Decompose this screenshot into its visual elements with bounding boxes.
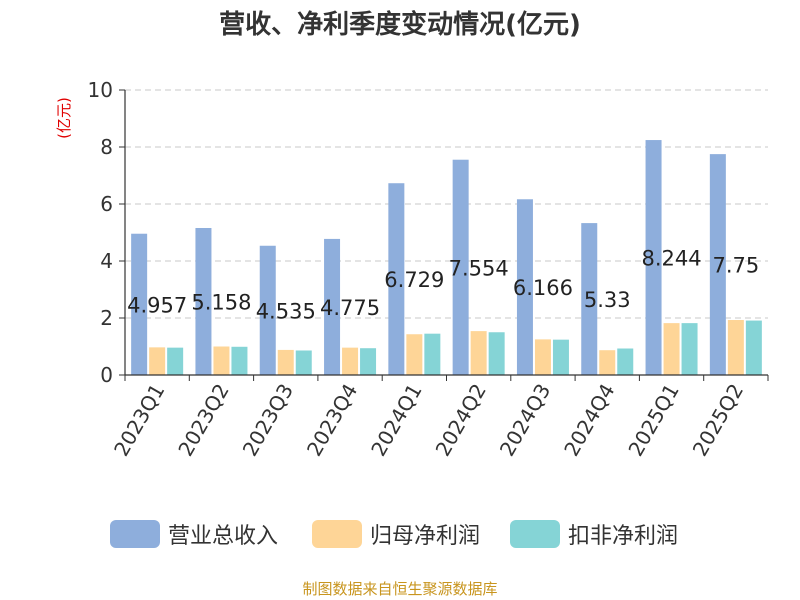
legend-swatch <box>110 520 160 548</box>
x-tick-label: 2023Q1 <box>109 380 169 461</box>
bar-parent-net-profit <box>599 350 616 375</box>
legend-label: 扣非净利润 <box>568 524 678 549</box>
y-tick-label: 2 <box>100 306 113 330</box>
bar-revenue <box>581 223 598 375</box>
legend-label: 归母净利润 <box>370 524 480 549</box>
x-tick-label: 2024Q3 <box>495 380 555 461</box>
x-tick-label: 2025Q2 <box>688 380 748 461</box>
bar-parent-net-profit <box>534 339 551 375</box>
data-label: 4.957 <box>127 293 187 317</box>
bar-revenue <box>452 159 469 375</box>
bar-revenue <box>131 233 148 375</box>
bar-deducted-net-profit <box>360 348 377 375</box>
data-label: 6.166 <box>513 276 573 300</box>
bar-deducted-net-profit <box>167 347 184 375</box>
legend: 营业总收入 归母净利润 扣非净利润 <box>110 520 678 549</box>
data-label: 5.158 <box>191 290 251 314</box>
legend-label: 营业总收入 <box>168 524 278 549</box>
bar-deducted-net-profit <box>424 333 441 375</box>
bar-parent-net-profit <box>727 319 744 375</box>
y-tick-label: 6 <box>100 192 113 216</box>
data-label: 7.75 <box>712 254 759 278</box>
bar-deducted-net-profit <box>552 339 569 375</box>
bar-revenue <box>195 227 212 375</box>
bar-parent-net-profit <box>149 347 166 375</box>
bar-revenue <box>709 154 726 375</box>
bar-deducted-net-profit <box>295 350 312 375</box>
x-tick-label: 2024Q4 <box>559 380 619 461</box>
data-label: 7.554 <box>449 256 509 280</box>
data-label: 5.33 <box>584 288 631 312</box>
bar-deducted-net-profit <box>231 346 248 375</box>
chart-title: 营收、净利季度变动情况(亿元) <box>219 9 581 40</box>
bar-revenue <box>388 183 405 375</box>
x-tick-label: 2024Q1 <box>366 380 426 461</box>
bar-parent-net-profit <box>663 323 680 375</box>
y-tick-label: 4 <box>100 249 113 273</box>
bar-deducted-net-profit <box>745 320 762 375</box>
source-note: 制图数据来自恒生聚源数据库 <box>302 580 497 598</box>
gridlines <box>125 89 768 319</box>
bar-parent-net-profit <box>406 334 423 375</box>
bar-revenue <box>259 245 276 375</box>
bar-deducted-net-profit <box>617 348 634 375</box>
x-tick-label: 2023Q2 <box>173 380 233 461</box>
x-tick-label: 2023Q4 <box>302 380 362 461</box>
bars <box>131 140 762 375</box>
y-tick-label: 10 <box>88 78 113 102</box>
bar-deducted-net-profit <box>488 332 505 375</box>
data-label: 8.244 <box>641 247 701 271</box>
data-label: 4.535 <box>256 299 316 323</box>
x-tick-label: 2023Q3 <box>238 380 298 461</box>
x-tick-label: 2025Q1 <box>623 380 683 461</box>
legend-swatch <box>312 520 362 548</box>
y-tick-label: 8 <box>100 135 113 159</box>
x-tick-label: 2024Q2 <box>431 380 491 461</box>
data-label: 6.729 <box>384 268 444 292</box>
y-tick-label: 0 <box>100 363 113 387</box>
bar-parent-net-profit <box>470 331 487 375</box>
bar-revenue <box>516 199 533 375</box>
bar-parent-net-profit <box>277 349 294 375</box>
bar-parent-net-profit <box>213 346 230 375</box>
bar-revenue <box>324 238 341 375</box>
legend-swatch <box>510 520 560 548</box>
bar-revenue <box>645 140 662 375</box>
y-axis-unit-label: (亿元) <box>55 97 73 139</box>
bar-parent-net-profit <box>342 347 359 375</box>
data-label: 4.775 <box>320 296 380 320</box>
bar-deducted-net-profit <box>681 323 698 375</box>
